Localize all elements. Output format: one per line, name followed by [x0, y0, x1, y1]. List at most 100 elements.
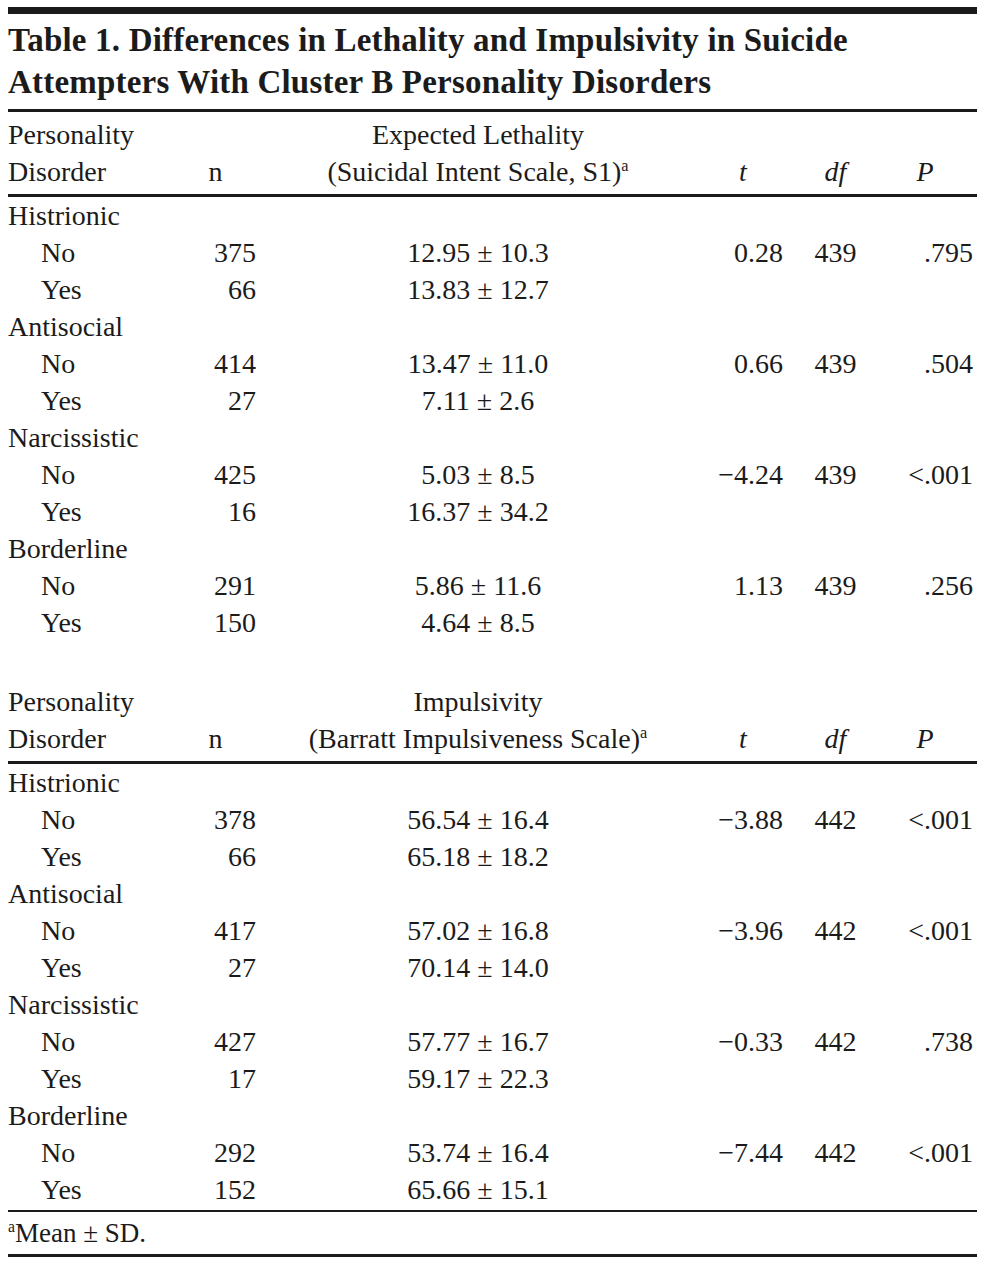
header-line-1: Personality: [8, 116, 163, 153]
section-table-impulsivity: PersonalityDisordernImpulsivity(Barratt …: [8, 679, 977, 1208]
cell-mean-sd: 65.18 ± 18.2: [268, 838, 688, 875]
data-row: Yes6613.83 ± 12.7: [8, 271, 977, 308]
column-header-t: t: [688, 679, 798, 763]
cell-label: No: [8, 456, 163, 493]
disorder-group-row: Borderline: [8, 1097, 977, 1134]
section-header-impulsivity: PersonalityDisordernImpulsivity(Barratt …: [8, 679, 977, 763]
paper-table-figure: Table 1. Differences in Lethality and Im…: [0, 0, 985, 1257]
cell-mean-sd: 65.66 ± 15.1: [268, 1171, 688, 1208]
column-header-personality-disorder: PersonalityDisorder: [8, 112, 163, 196]
column-header-personality-disorder: PersonalityDisorder: [8, 679, 163, 763]
cell-t: [688, 838, 798, 875]
cell-p: <.001: [873, 1134, 977, 1171]
data-row: No2915.86 ± 11.61.13439.256: [8, 567, 977, 604]
cell-mean-sd: 56.54 ± 16.4: [268, 801, 688, 838]
cell-mean-sd: 57.02 ± 16.8: [268, 912, 688, 949]
column-header-n: n: [163, 112, 268, 196]
cell-mean-sd: 5.03 ± 8.5: [268, 456, 688, 493]
cell-t: [688, 604, 798, 641]
data-row: No41413.47 ± 11.00.66439.504: [8, 345, 977, 382]
cell-mean-sd: 13.47 ± 11.0: [268, 345, 688, 382]
column-header-measure: Impulsivity(Barratt Impulsiveness Scale)…: [268, 679, 688, 763]
cell-mean-sd: 70.14 ± 14.0: [268, 949, 688, 986]
cell-label: Yes: [8, 382, 163, 419]
data-row: Yes2770.14 ± 14.0: [8, 949, 977, 986]
cell-t: −7.44: [688, 1134, 798, 1171]
cell-df: [798, 604, 873, 641]
data-row: No4255.03 ± 8.5−4.24439<.001: [8, 456, 977, 493]
cell-label: Yes: [8, 1060, 163, 1097]
data-row: Yes277.11 ± 2.6: [8, 382, 977, 419]
disorder-group-row: Borderline: [8, 530, 977, 567]
cell-label: No: [8, 234, 163, 271]
cell-n: 16: [163, 493, 268, 530]
measure-title: Impulsivity: [268, 683, 688, 720]
cell-p: <.001: [873, 456, 977, 493]
cell-n: 66: [163, 838, 268, 875]
cell-n: 427: [163, 1023, 268, 1060]
cell-p: [873, 1171, 977, 1208]
disorder-group-row: Narcissistic: [8, 419, 977, 456]
cell-n: 378: [163, 801, 268, 838]
cell-n: 66: [163, 271, 268, 308]
cell-t: 1.13: [688, 567, 798, 604]
cell-df: 442: [798, 1023, 873, 1060]
table-sections: PersonalityDisordernExpected Lethality(S…: [8, 112, 977, 1208]
cell-t: −0.33: [688, 1023, 798, 1060]
cell-df: [798, 838, 873, 875]
data-row: No29253.74 ± 16.4−7.44442<.001: [8, 1134, 977, 1171]
disorder-group-row: Narcissistic: [8, 986, 977, 1023]
disorder-group-label: Antisocial: [8, 308, 977, 345]
section-header-lethality: PersonalityDisordernExpected Lethality(S…: [8, 112, 977, 196]
cell-n: 375: [163, 234, 268, 271]
cell-t: [688, 1060, 798, 1097]
cell-p: .795: [873, 234, 977, 271]
measure-title: Expected Lethality: [268, 116, 688, 153]
disorder-group-label: Borderline: [8, 530, 977, 567]
cell-n: 417: [163, 912, 268, 949]
header-row: PersonalityDisordernImpulsivity(Barratt …: [8, 679, 977, 763]
cell-n: 150: [163, 604, 268, 641]
p-header-label: P: [916, 156, 933, 187]
column-header-p: P: [873, 112, 977, 196]
cell-df: 439: [798, 456, 873, 493]
data-row: Yes1616.37 ± 34.2: [8, 493, 977, 530]
cell-t: [688, 1171, 798, 1208]
t-header-label: t: [739, 156, 747, 187]
cell-df: 442: [798, 801, 873, 838]
header-line-2: Disorder: [8, 153, 163, 190]
column-header-n: n: [163, 679, 268, 763]
cell-n: 292: [163, 1134, 268, 1171]
cell-label: No: [8, 912, 163, 949]
disorder-group-row: Histrionic: [8, 195, 977, 234]
cell-t: 0.66: [688, 345, 798, 382]
data-row: Yes6665.18 ± 18.2: [8, 838, 977, 875]
cell-mean-sd: 7.11 ± 2.6: [268, 382, 688, 419]
data-row: No41757.02 ± 16.8−3.96442<.001: [8, 912, 977, 949]
disorder-group-label: Narcissistic: [8, 986, 977, 1023]
cell-t: −3.88: [688, 801, 798, 838]
disorder-group-label: Antisocial: [8, 875, 977, 912]
cell-mean-sd: 57.77 ± 16.7: [268, 1023, 688, 1060]
cell-df: 442: [798, 1134, 873, 1171]
header-line-1: Personality: [8, 683, 163, 720]
cell-p: <.001: [873, 912, 977, 949]
cell-df: [798, 1171, 873, 1208]
cell-p: .256: [873, 567, 977, 604]
cell-df: 439: [798, 567, 873, 604]
header-row: PersonalityDisordernExpected Lethality(S…: [8, 112, 977, 196]
data-row: No42757.77 ± 16.7−0.33442.738: [8, 1023, 977, 1060]
cell-df: [798, 493, 873, 530]
section-body-lethality: HistrionicNo37512.95 ± 10.30.28439.795Ye…: [8, 195, 977, 641]
column-header-t: t: [688, 112, 798, 196]
cell-t: [688, 949, 798, 986]
cell-n: 27: [163, 382, 268, 419]
data-row: Yes1504.64 ± 8.5: [8, 604, 977, 641]
cell-n: 425: [163, 456, 268, 493]
cell-p: [873, 949, 977, 986]
column-header-df: df: [798, 112, 873, 196]
cell-mean-sd: 13.83 ± 12.7: [268, 271, 688, 308]
data-row: No37856.54 ± 16.4−3.88442<.001: [8, 801, 977, 838]
cell-t: −4.24: [688, 456, 798, 493]
cell-mean-sd: 12.95 ± 10.3: [268, 234, 688, 271]
